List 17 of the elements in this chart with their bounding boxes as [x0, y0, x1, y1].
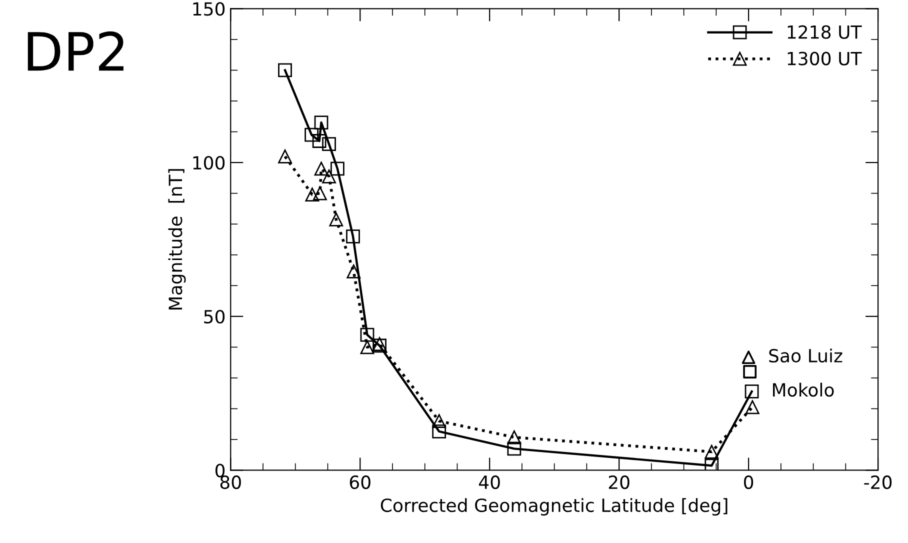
- legend-label: 1300 UT: [788, 52, 862, 66]
- x-tick-label: 40: [478, 475, 500, 490]
- x-tick-label: 80: [220, 475, 241, 490]
- y-tick-label: 50: [204, 310, 225, 324]
- chart-title: DP2: [28, 31, 124, 71]
- annotation: Mokolo: [773, 382, 834, 397]
- x-tick-label: 20: [608, 475, 630, 490]
- y-tick-label: 0: [215, 464, 225, 478]
- x-tick-label: 60: [350, 475, 370, 490]
- y-tick-label: 100: [193, 156, 225, 170]
- legend-label: 1218 UT: [788, 25, 862, 39]
- annotation: Sao Luiz: [769, 348, 842, 363]
- x-axis-title: Corrected Geomagnetic Latitude [deg]: [380, 498, 728, 516]
- y-tick-label: 150: [193, 2, 225, 16]
- x-tick-label: -20: [864, 475, 892, 490]
- y-axis-title: Magnitude [nT]: [168, 169, 186, 310]
- x-tick-label: 0: [744, 475, 754, 490]
